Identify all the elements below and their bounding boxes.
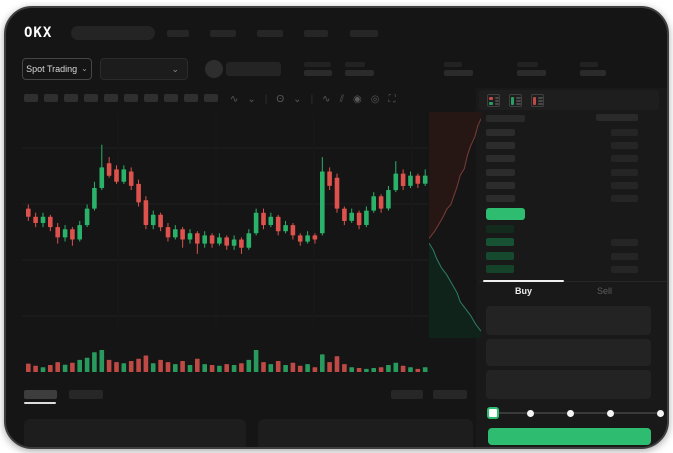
timeframe-button[interactable] (64, 94, 78, 102)
bid-row-amount[interactable] (611, 252, 638, 260)
timeframe-button[interactable] (24, 94, 38, 102)
stat-label (444, 62, 462, 67)
bid-row-amount[interactable] (611, 265, 638, 273)
timeframe-button[interactable] (124, 94, 138, 102)
amount-slider-track[interactable] (493, 412, 660, 414)
bottom-action[interactable] (433, 390, 467, 399)
bottom-action[interactable] (391, 390, 423, 399)
total-field[interactable] (486, 370, 651, 399)
book-bids-icon[interactable] (509, 94, 522, 107)
tabbar-divider (479, 281, 667, 282)
timeframe-button[interactable] (44, 94, 58, 102)
ask-row-price[interactable] (486, 168, 515, 176)
timeframe-button[interactable] (84, 94, 98, 102)
ob-header-price (486, 115, 525, 122)
bid-row-price[interactable] (486, 225, 514, 233)
last-price-badge[interactable] (486, 208, 525, 220)
ask-row-amount[interactable] (611, 142, 638, 150)
bid-row-price[interactable] (486, 238, 514, 247)
chevron-down-icon: ⌄ (81, 64, 88, 73)
tab-sell[interactable]: Sell (596, 286, 612, 296)
order-book-toolbar (479, 90, 659, 110)
divider: | (264, 93, 268, 105)
stat-label (580, 62, 598, 67)
market-type-selector[interactable]: Spot Trading ⌄ (22, 58, 92, 80)
bid-row-amount[interactable] (611, 239, 638, 247)
market-type-label: Spot Trading (26, 64, 78, 74)
ask-row-price[interactable] (486, 129, 515, 136)
buy-button[interactable] (488, 428, 651, 445)
stat-value (345, 70, 374, 76)
app-window: OKX Spot Trading ⌄ ⌄ ∿ ⌄ | ʘ ⌄ | ∿ ⫽ ◉ ◎ ⛶ (4, 6, 669, 449)
stat-value (444, 70, 473, 76)
indicators-icon[interactable]: ʘ (276, 93, 285, 105)
slider-stop[interactable] (526, 410, 534, 417)
chevron-down-icon: ⌄ (171, 64, 179, 74)
book-combined-icon[interactable] (487, 94, 500, 107)
bottom-tab-active[interactable] (24, 390, 57, 399)
pair-selector[interactable]: ⌄ (100, 58, 188, 80)
history-panel (258, 419, 473, 447)
stat-value (304, 70, 332, 76)
line-type-icon[interactable]: ∿ (230, 93, 239, 105)
snapshot-icon[interactable]: ◉ (353, 93, 362, 105)
ask-row-price[interactable] (486, 181, 515, 189)
candlestick-chart[interactable] (22, 114, 428, 376)
nav-item[interactable] (257, 30, 283, 37)
settings-icon[interactable]: ◎ (370, 93, 380, 105)
stat-label (345, 62, 365, 67)
price-field[interactable] (486, 306, 651, 335)
ask-row-amount[interactable] (611, 129, 638, 136)
stat-label (517, 62, 538, 67)
ask-row-amount[interactable] (611, 168, 638, 176)
active-tab-indicator (483, 280, 564, 282)
tab-buy[interactable]: Buy (514, 286, 532, 296)
stat-value (580, 70, 606, 76)
compare-icon[interactable]: ⫽ (339, 93, 345, 105)
amount-field[interactable] (486, 339, 651, 366)
timeframe-button[interactable] (204, 94, 218, 102)
chart-tools-toolbar: ∿ ⌄ | ʘ ⌄ | ∿ ⫽ ◉ ◎ ⛶ (230, 92, 396, 106)
depth-chart[interactable] (429, 112, 481, 338)
timeframe-button[interactable] (144, 94, 158, 102)
bottom-tab[interactable] (69, 390, 103, 399)
ask-row-price[interactable] (486, 155, 515, 163)
okx-logo: OKX (24, 25, 53, 41)
nav-item[interactable] (167, 30, 189, 37)
bottom-tab-indicator (24, 402, 56, 404)
slider-stop[interactable] (566, 410, 574, 417)
slider-stop[interactable] (606, 410, 614, 417)
bid-row-price[interactable] (486, 251, 514, 260)
bid-row-price[interactable] (486, 264, 514, 273)
pair-name-placeholder (226, 62, 281, 76)
ask-row-amount[interactable] (611, 195, 638, 202)
overlay-icon[interactable]: ∿ (322, 93, 331, 105)
ask-row-amount[interactable] (611, 181, 638, 189)
fullscreen-icon[interactable]: ⛶ (388, 93, 396, 105)
ob-header-amount (596, 114, 638, 121)
slider-handle[interactable] (487, 407, 499, 419)
ask-row-price[interactable] (486, 195, 515, 202)
nav-item[interactable] (350, 30, 378, 37)
nav-item[interactable] (304, 30, 328, 37)
divider: | (310, 93, 314, 105)
stat-value (517, 70, 546, 76)
timeframe-button[interactable] (104, 94, 118, 102)
ask-row-price[interactable] (486, 142, 515, 150)
chevron-down-icon[interactable]: ⌄ (247, 93, 256, 105)
nav-item[interactable] (210, 30, 236, 37)
book-asks-icon[interactable] (531, 94, 544, 107)
orders-panel (24, 419, 246, 447)
timeframe-button[interactable] (184, 94, 198, 102)
slider-stop[interactable] (656, 410, 664, 417)
stat-label (304, 62, 331, 67)
chevron-down-icon[interactable]: ⌄ (293, 93, 302, 105)
search-input[interactable] (71, 26, 155, 40)
ask-row-amount[interactable] (611, 155, 638, 163)
timeframe-button[interactable] (164, 94, 178, 102)
coin-avatar (205, 60, 223, 78)
